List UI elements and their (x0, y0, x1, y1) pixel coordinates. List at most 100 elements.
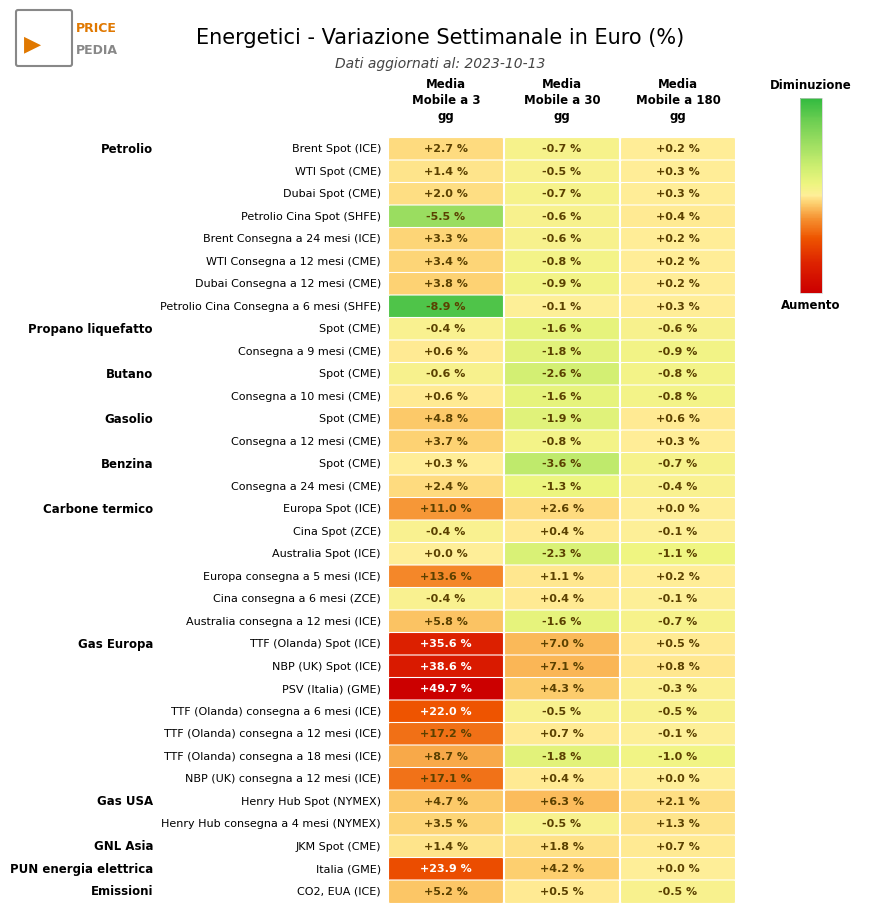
FancyBboxPatch shape (620, 790, 736, 814)
Bar (800, 129, 822, 130)
FancyBboxPatch shape (504, 227, 620, 251)
FancyBboxPatch shape (504, 835, 620, 859)
Bar (800, 211, 822, 213)
FancyBboxPatch shape (504, 633, 620, 656)
FancyBboxPatch shape (388, 160, 503, 184)
Bar (800, 103, 822, 104)
FancyBboxPatch shape (388, 610, 503, 634)
Bar (800, 184, 822, 186)
Bar (800, 254, 822, 255)
Text: +4.3 %: +4.3 % (540, 684, 584, 694)
Text: -0.7 %: -0.7 % (658, 616, 698, 627)
FancyBboxPatch shape (504, 655, 620, 679)
FancyBboxPatch shape (620, 272, 736, 296)
Bar (800, 163, 822, 165)
FancyBboxPatch shape (388, 880, 503, 903)
Text: +0.2 %: +0.2 % (656, 572, 700, 582)
Bar (800, 251, 822, 252)
FancyBboxPatch shape (504, 745, 620, 768)
Text: Gas USA: Gas USA (97, 795, 153, 808)
Bar (800, 212, 822, 214)
Text: Emissioni: Emissioni (91, 885, 153, 899)
FancyBboxPatch shape (388, 475, 503, 499)
Text: +17.1 %: +17.1 % (420, 775, 472, 785)
Bar (800, 248, 822, 250)
Bar (800, 233, 822, 234)
Bar (800, 200, 822, 202)
Text: Spot (CME): Spot (CME) (319, 324, 381, 334)
Text: GNL Asia: GNL Asia (93, 840, 153, 853)
Text: +0.0 %: +0.0 % (656, 864, 700, 874)
Bar (800, 270, 822, 272)
FancyBboxPatch shape (620, 340, 736, 364)
Bar (800, 217, 822, 218)
FancyBboxPatch shape (504, 880, 620, 903)
Bar (800, 203, 822, 204)
Text: +49.7 %: +49.7 % (420, 684, 472, 694)
Bar (800, 255, 822, 256)
Text: Australia consegna a 12 mesi (ICE): Australia consegna a 12 mesi (ICE) (186, 616, 381, 627)
Bar (800, 109, 822, 110)
Bar (800, 166, 822, 167)
Text: -1.6 %: -1.6 % (542, 392, 582, 402)
Text: -5.5 %: -5.5 % (427, 212, 466, 222)
Bar (800, 219, 822, 221)
Text: +35.6 %: +35.6 % (420, 639, 472, 649)
Bar (800, 160, 822, 162)
Text: Media
Mobile a 180
gg: Media Mobile a 180 gg (635, 78, 721, 123)
Bar (800, 258, 822, 260)
Bar (800, 100, 822, 101)
Text: -1.3 %: -1.3 % (542, 481, 582, 491)
Text: +0.7 %: +0.7 % (540, 729, 584, 739)
Bar (800, 152, 822, 153)
Text: -0.7 %: -0.7 % (542, 144, 582, 154)
Bar (800, 198, 822, 200)
Text: -0.8 %: -0.8 % (542, 437, 582, 447)
Text: -0.1 %: -0.1 % (658, 729, 698, 739)
Text: -0.1 %: -0.1 % (542, 301, 582, 311)
Bar (800, 148, 822, 150)
FancyBboxPatch shape (388, 498, 503, 521)
FancyBboxPatch shape (388, 340, 503, 364)
Text: Consegna a 10 mesi (CME): Consegna a 10 mesi (CME) (231, 392, 381, 402)
Bar (800, 249, 822, 251)
Text: -0.1 %: -0.1 % (658, 595, 698, 605)
Text: +3.5 %: +3.5 % (424, 819, 468, 829)
Bar (800, 206, 822, 208)
FancyBboxPatch shape (504, 407, 620, 431)
Text: -0.1 %: -0.1 % (658, 527, 698, 537)
Bar (800, 140, 822, 141)
Bar (800, 147, 822, 148)
Text: -0.7 %: -0.7 % (658, 459, 698, 470)
Bar (800, 122, 822, 124)
Bar (800, 272, 822, 274)
FancyBboxPatch shape (388, 587, 503, 611)
Bar (800, 265, 822, 266)
Bar (800, 279, 822, 280)
Text: -0.6 %: -0.6 % (542, 234, 582, 244)
Bar (800, 256, 822, 257)
Bar (800, 280, 822, 281)
Bar (800, 214, 822, 215)
FancyBboxPatch shape (620, 610, 736, 634)
Text: Energetici - Variazione Settimanale in Euro (%): Energetici - Variazione Settimanale in E… (196, 28, 684, 48)
FancyBboxPatch shape (504, 475, 620, 499)
Text: +2.0 %: +2.0 % (424, 189, 468, 199)
Text: Media
Mobile a 3
gg: Media Mobile a 3 gg (412, 78, 480, 123)
FancyBboxPatch shape (504, 587, 620, 611)
Bar (800, 159, 822, 161)
Bar (800, 232, 822, 233)
Bar (800, 281, 822, 282)
Text: +2.4 %: +2.4 % (424, 481, 468, 491)
FancyBboxPatch shape (504, 250, 620, 273)
FancyBboxPatch shape (504, 813, 620, 836)
Text: +3.3 %: +3.3 % (424, 234, 468, 244)
Text: +2.7 %: +2.7 % (424, 144, 468, 154)
Bar (800, 119, 822, 120)
Bar (800, 108, 822, 110)
Text: +0.0 %: +0.0 % (656, 775, 700, 785)
Bar (800, 285, 822, 287)
Text: +0.7 %: +0.7 % (656, 842, 700, 852)
FancyBboxPatch shape (504, 498, 620, 521)
Bar (800, 262, 822, 264)
